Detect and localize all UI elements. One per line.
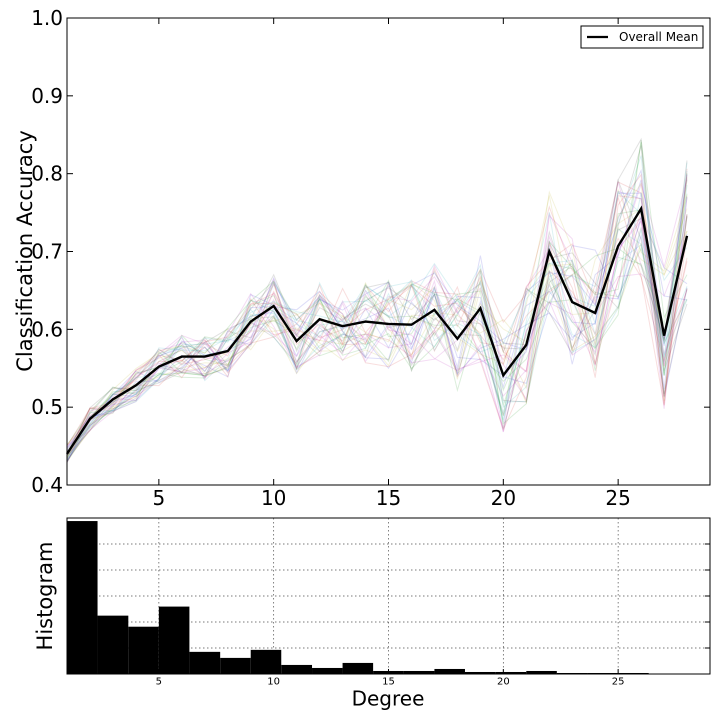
histogram-bar: [97, 615, 129, 674]
y-tick-label: 0.7: [31, 240, 63, 264]
histogram-bar: [312, 667, 343, 674]
run-line: [66, 178, 688, 449]
run-line: [66, 196, 688, 461]
series-line-overall-mean: [65, 205, 689, 455]
run-line: [66, 168, 688, 462]
line-chart-panel: 5 10 15 20 25 0.4 0.5 0.6 0.7 0.8 0.9 1.0 Classific…: [13, 6, 711, 510]
run-line: [66, 162, 688, 454]
run-line: [66, 208, 688, 456]
histogram-bar: [403, 670, 435, 674]
run-line: [66, 179, 688, 462]
line-chart-plot-area: [67, 18, 710, 485]
x-tick-label: 5: [152, 486, 165, 510]
x-tick-label: 25: [612, 677, 625, 688]
histogram-bar: [67, 521, 98, 674]
x-tick-label: 25: [605, 486, 630, 510]
run-line: [66, 178, 688, 456]
y-tick-label: 1.0: [31, 6, 63, 30]
run-line: [66, 214, 688, 446]
histogram-grid: [67, 518, 710, 674]
run-line: [66, 230, 688, 461]
histogram-bars-group: [67, 521, 649, 674]
y-tick-label: 0.8: [31, 162, 63, 186]
histogram-bar: [342, 662, 374, 674]
x-tick-label: 15: [382, 677, 395, 688]
run-line: [66, 174, 688, 449]
histogram-bar: [618, 672, 649, 674]
line-chart-ticks: 5 10 15 20 25 0.4 0.5 0.6 0.7 0.8 0.9 1.0: [31, 6, 710, 510]
y-tick-label: 0.5: [31, 395, 63, 419]
histogram-panel: 5 10 15 20 25 Histogram Degree: [33, 517, 711, 711]
x-tick-label: 20: [497, 677, 510, 688]
y-tick-label: 0.9: [31, 84, 63, 108]
x-tick-label: 10: [267, 677, 280, 688]
histogram-bar: [220, 657, 251, 674]
run-line: [66, 190, 688, 452]
run-line: [66, 209, 688, 455]
run-line: [66, 246, 688, 456]
histogram-bar: [556, 672, 588, 674]
run-line: [66, 142, 688, 458]
run-lines-group: [66, 137, 688, 464]
run-line: [66, 195, 688, 456]
histogram-bar: [158, 606, 190, 674]
run-line: [66, 179, 688, 454]
line-chart-frame: [66, 17, 711, 486]
histogram-bar: [464, 671, 496, 674]
run-line: [66, 213, 688, 454]
run-line: [66, 195, 688, 457]
run-line: [66, 181, 688, 447]
legend: Overall Mean: [580, 25, 704, 49]
histogram-bar: [128, 626, 159, 674]
x-axis-label-degree: Degree: [352, 687, 425, 711]
histogram-bar: [250, 649, 282, 674]
legend-box: [580, 25, 704, 49]
x-tick-label: 15: [376, 486, 401, 510]
histogram-frame: [66, 517, 711, 675]
histogram-bar: [281, 664, 313, 674]
histogram-bar: [526, 670, 557, 674]
histogram-bar: [189, 651, 221, 674]
run-line: [66, 192, 688, 462]
y-axis-label-histogram: Histogram: [33, 542, 57, 651]
run-line: [66, 214, 688, 464]
x-tick-label: 5: [156, 677, 162, 688]
x-tick-label: 10: [261, 486, 286, 510]
histogram-bar: [587, 672, 619, 674]
mean-line-group: [65, 205, 689, 455]
run-line: [66, 145, 688, 451]
y-tick-label: 0.6: [31, 317, 63, 341]
histogram-bar: [434, 668, 465, 674]
run-line: [66, 155, 688, 460]
run-line: [66, 175, 688, 456]
x-tick-label: 20: [491, 486, 516, 510]
histogram-ticks: 5 10 15 20 25: [67, 543, 710, 688]
run-line: [66, 170, 688, 463]
run-line: [66, 137, 688, 459]
run-line: [66, 160, 688, 455]
run-line: [66, 168, 688, 463]
run-line: [66, 228, 688, 461]
run-line: [66, 234, 688, 455]
y-tick-label: 0.4: [31, 473, 63, 497]
run-line: [66, 192, 688, 448]
run-line: [66, 173, 688, 446]
legend-label-overall-mean: Overall Mean: [619, 30, 698, 44]
y-axis-label-accuracy: Classification Accuracy: [13, 130, 37, 372]
run-line: [66, 139, 688, 446]
histogram-bar: [495, 671, 527, 674]
